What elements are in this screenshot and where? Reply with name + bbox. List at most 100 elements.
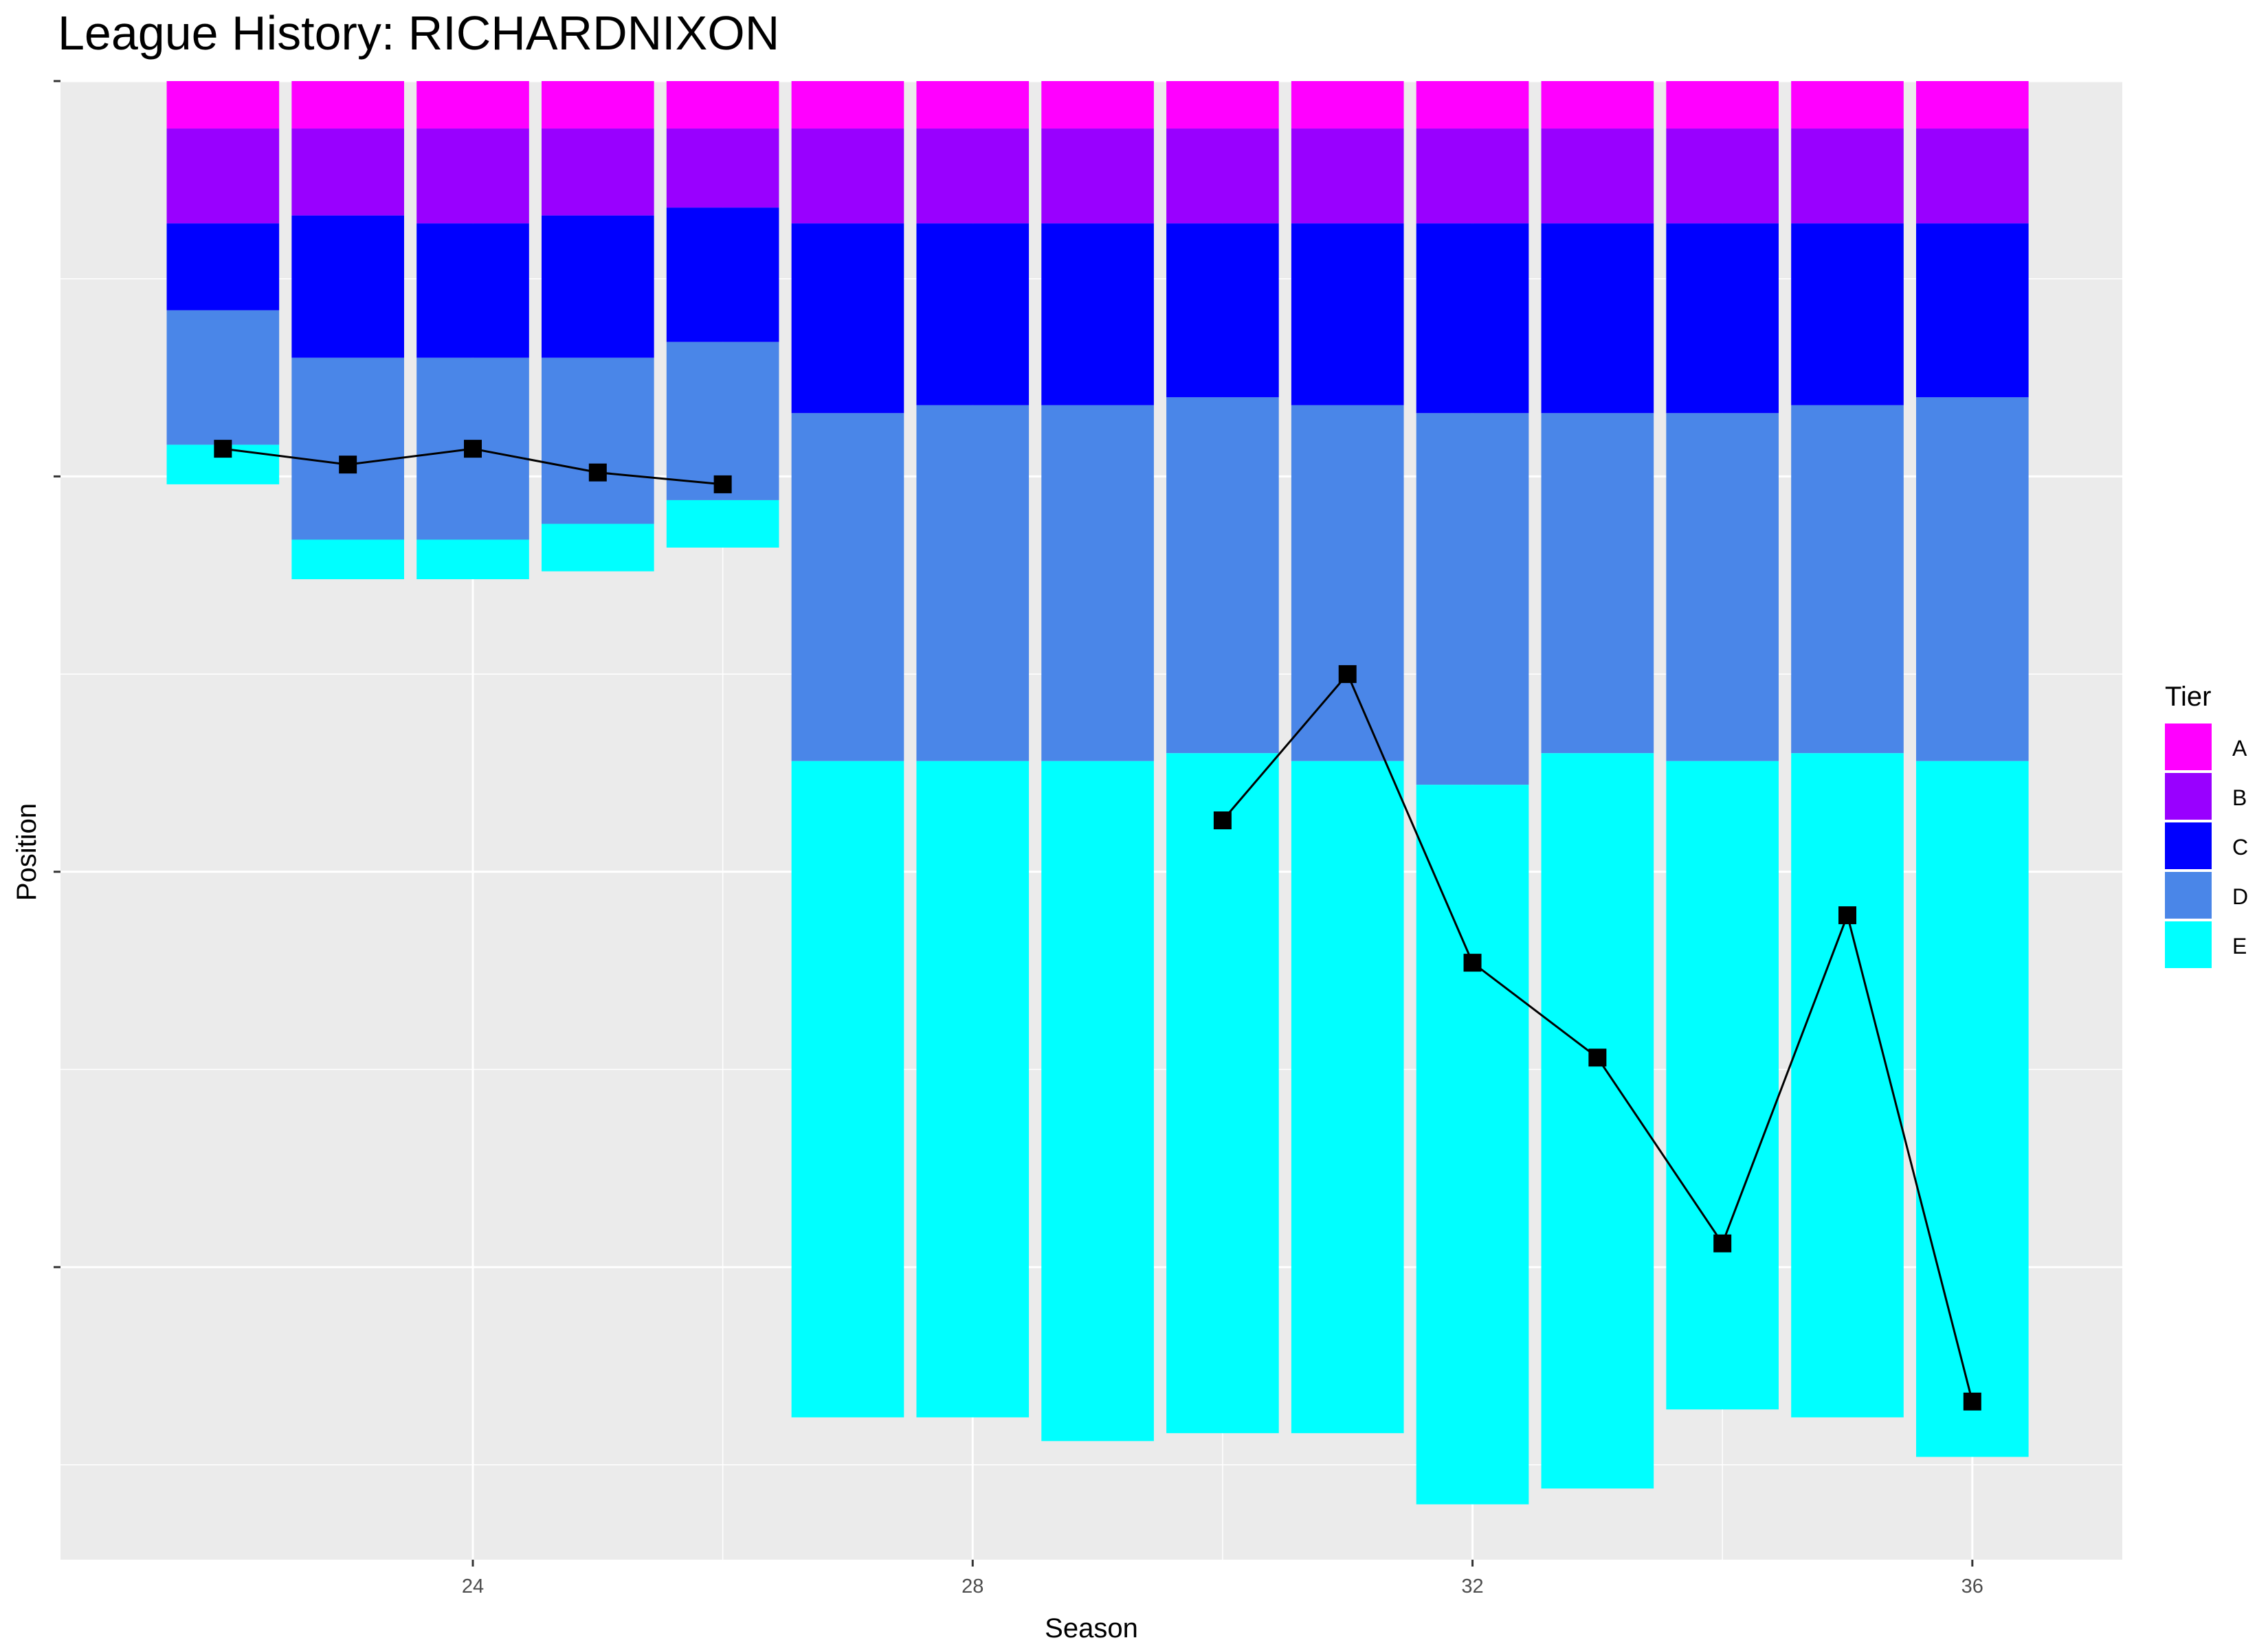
bar-segment-d [1291,405,1404,761]
bar-segment-b [291,128,404,216]
bar-segment-c [1291,223,1404,405]
bar-segment-b [1291,128,1404,224]
bar-segment-b [1916,128,2029,224]
position-point [214,440,232,458]
bar-segment-a [1541,81,1654,129]
legend-key-c [2165,822,2212,869]
position-point [588,463,607,482]
bar-segment-a [1041,81,1154,129]
bar-segment-c [542,215,654,358]
bar-segment-a [166,81,280,129]
bar-segment-c [1541,223,1654,414]
bar-segment-b [1666,128,1779,224]
bar-segment-e [1541,753,1654,1489]
bar-segment-b [1416,128,1529,224]
bar-segment-e [542,524,654,572]
bar-segment-b [1166,128,1279,224]
position-point [1463,954,1482,972]
bar-segment-e [666,500,779,548]
bar-segment-c [166,223,280,311]
x-tick-label: 28 [961,1575,983,1597]
position-point [1338,665,1357,684]
position-point [1838,906,1856,925]
bar-segment-b [416,128,529,224]
bar-segment-d [542,357,654,524]
y-axis-title: Position [12,803,42,901]
x-tick-label: 24 [462,1575,484,1597]
bar-segment-e [791,761,904,1417]
bar-segment-e [916,761,1030,1417]
bar-segment-a [1291,81,1404,129]
bar-segment-a [542,81,654,129]
bar-segment-d [166,310,280,445]
legend-key-b [2165,773,2212,820]
bar-segment-e [291,539,404,580]
y-axis-ticks [54,80,60,1268]
bar-segment-d [1916,397,2029,761]
bar-segment-e [1916,761,2029,1457]
bars-layer [166,81,2029,1505]
bar-segment-b [1041,128,1154,224]
bar-segment-c [1041,223,1154,405]
bar-segment-c [916,223,1030,405]
bar-segment-a [666,81,779,129]
bar-segment-c [1916,223,2029,398]
bar-segment-a [1791,81,1904,129]
legend-label-b: B [2232,785,2247,810]
position-point [1963,1392,1981,1411]
position-point [1588,1048,1607,1067]
bar-segment-d [1416,413,1529,785]
bar-segment-d [1791,405,1904,754]
x-axis-title: Season [1045,1613,1138,1644]
bar-segment-a [916,81,1030,129]
bar-segment-d [1666,413,1779,761]
bar-segment-d [291,357,404,540]
bar-segment-a [791,81,904,129]
bar-segment-c [1666,223,1779,414]
chart-title: League History: RICHARDNIXON [58,6,780,60]
bar-segment-b [542,128,654,216]
legend-label-e: E [2232,934,2247,958]
bar-segment-d [1541,413,1654,754]
x-axis: 24 28 32 36 [462,1560,1983,1597]
bar-segment-c [791,223,904,414]
bar-segment-e [416,539,529,580]
position-point [713,475,732,493]
x-tick-label: 36 [1961,1575,1983,1597]
legend-key-d [2165,872,2212,919]
bar-segment-d [666,341,779,500]
legend-label-a: A [2232,736,2247,761]
bar-segment-d [1041,405,1154,761]
bar-segment-c [291,215,404,358]
bar-segment-a [291,81,404,129]
bar-segment-c [666,207,779,342]
bar-segment-c [1416,223,1529,414]
bar-segment-b [666,128,779,208]
bar-segment-b [916,128,1030,224]
x-tick-label: 32 [1461,1575,1483,1597]
position-point [464,440,482,458]
bar-segment-e [1041,761,1154,1442]
bar-segment-e [1791,753,1904,1417]
bar-segment-a [1416,81,1529,129]
bar-segment-d [791,413,904,761]
bar-segment-e [1416,785,1529,1505]
bar-segment-b [166,128,280,224]
position-point [1213,811,1232,829]
legend-key-a [2165,723,2212,770]
legend-label-d: D [2232,884,2248,909]
bar-segment-c [1166,223,1279,398]
bar-segment-e [1166,753,1279,1433]
bar-segment-a [416,81,529,129]
bar-segment-b [1541,128,1654,224]
bar-segment-a [1666,81,1779,129]
bar-segment-c [1791,223,1904,405]
points-layer [214,440,1981,1411]
bar-segment-a [1166,81,1279,129]
bar-segment-b [1791,128,1904,224]
legend-label-c: C [2232,835,2248,860]
position-point [1713,1234,1732,1253]
bar-segment-d [1166,397,1279,754]
